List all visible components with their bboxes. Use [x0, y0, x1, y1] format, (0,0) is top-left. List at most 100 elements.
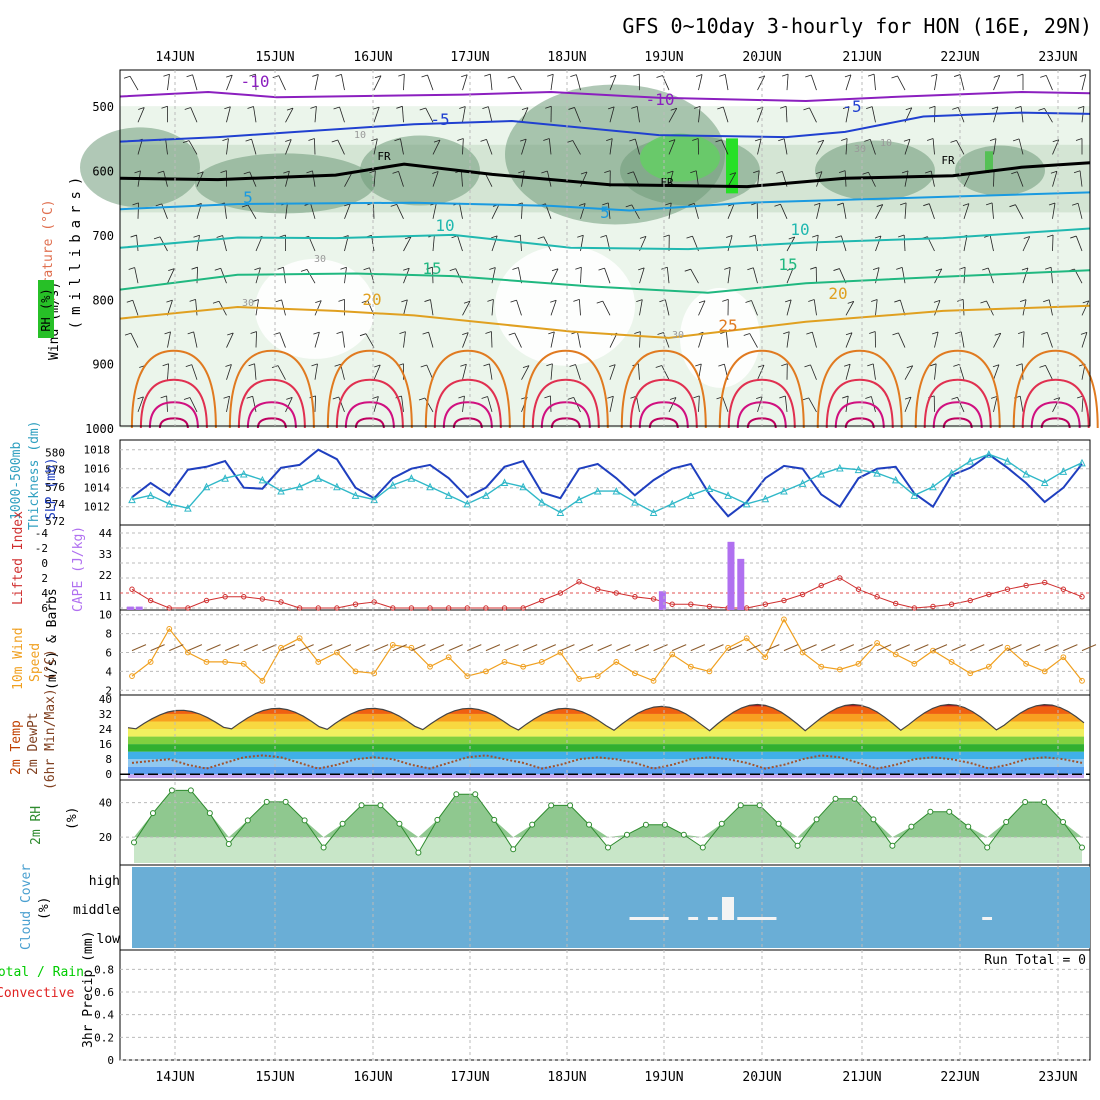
lifted-point [147, 597, 154, 604]
temp-tick-3: 24 [99, 723, 113, 736]
wind-barb [639, 299, 643, 316]
wind-barb-flag [925, 170, 932, 174]
thickness-point [165, 499, 174, 508]
wind-barb [956, 140, 965, 155]
rh-label-4: 30 [242, 298, 254, 309]
rh-point [131, 839, 137, 846]
wind-point [967, 670, 974, 677]
cape-bar-2 [658, 591, 666, 610]
wind-barb-flag [462, 332, 469, 335]
thickness-point [891, 475, 900, 484]
wind-barb-flag [686, 235, 693, 239]
wind-barb [757, 364, 765, 380]
wind-barb [521, 107, 529, 123]
wind-barb [134, 267, 139, 284]
wind-barb-10m [1081, 644, 1097, 652]
wind-barb [875, 299, 878, 316]
isotherm-label-9: 15 [778, 255, 797, 274]
wind-barb-flag [132, 202, 139, 206]
wind-barb-flag [545, 105, 552, 109]
wind-barb-flag [128, 267, 135, 270]
wind-barb-flag [842, 395, 849, 399]
cloud-segment-0 [629, 917, 669, 920]
wind-barb [195, 299, 198, 316]
wind-barb [491, 299, 494, 316]
lifted-point [1042, 579, 1048, 586]
wind-barb [314, 332, 320, 348]
wind-barb [460, 170, 463, 187]
wind-barb-flag [394, 138, 401, 142]
wind-barb-flag [463, 300, 471, 304]
temp-cell-7-0 [816, 349, 903, 429]
wind-barb-flag [1013, 138, 1020, 142]
wind-barb [226, 364, 232, 380]
bottom-date-8: 22JUN [940, 1070, 979, 1085]
wind-barb-10m [1063, 644, 1078, 652]
wind-point [483, 668, 489, 675]
wind-point [538, 659, 545, 665]
thickness-point [836, 463, 844, 472]
wind-barb [724, 74, 729, 91]
lifted-point [855, 586, 862, 592]
wind-barb-flag [786, 267, 794, 271]
wind-barb-flag [663, 234, 670, 238]
wind-barb-flag [665, 202, 672, 206]
rh-point [415, 849, 422, 856]
cape-bar-0 [126, 606, 134, 610]
wind-barb [986, 300, 994, 316]
wind-barb-flag [901, 170, 909, 174]
lifted-point [799, 591, 806, 598]
wind-barb [193, 331, 198, 348]
wind-barb-flag [955, 331, 962, 335]
bottom-date-9: 23JUN [1038, 1070, 1077, 1085]
wind-barb-flag [781, 73, 789, 77]
wind-barb-flag [460, 363, 467, 367]
temp-line [127, 703, 1085, 732]
rh-point [263, 798, 270, 805]
wind-barb-flag [962, 203, 970, 206]
dry-pocket-0 [255, 258, 375, 359]
wind-barb [575, 74, 581, 91]
wind-barb [785, 106, 788, 123]
lifted-point [185, 605, 191, 611]
panel-frame-7 [119, 949, 1091, 1061]
wind-barb-flag [994, 332, 1001, 336]
thickness-point [500, 478, 509, 486]
wind-barb [521, 139, 527, 155]
wind-barb-10m [802, 644, 817, 652]
wind-barb [432, 171, 439, 187]
wind-barb-flag [403, 267, 410, 271]
rh-point [946, 808, 953, 815]
wind-barb-flag [749, 234, 756, 238]
wind-point [687, 663, 694, 670]
rh-point [434, 816, 441, 823]
wind-barb [934, 300, 941, 316]
wind-point [259, 677, 266, 684]
wind-barb-10m [858, 644, 873, 652]
wind-barb [993, 138, 997, 155]
wind-barb [339, 106, 345, 123]
p8-total-label: Total / Rain [0, 965, 84, 980]
wind-barb-flag [1075, 138, 1083, 141]
temp-band-4 [128, 744, 1084, 752]
wind-barb-flag [185, 364, 192, 367]
thickness-point [333, 482, 341, 491]
rh-point [908, 823, 915, 830]
wind-barb [550, 363, 553, 380]
wind-barb-flag [183, 397, 191, 400]
wind-barb [845, 364, 851, 380]
wind-barb [344, 172, 353, 187]
thickness-point [966, 456, 975, 465]
wind-barb [486, 139, 493, 155]
wind-point [1023, 660, 1030, 667]
wind-barb-10m [653, 644, 668, 652]
wind-barb-flag [308, 138, 315, 141]
wind-point [352, 668, 359, 675]
wind-tick-1: 4 [105, 665, 112, 678]
wind-barb-flag [989, 138, 997, 142]
wind-barb [960, 331, 965, 348]
rh-label-3: 30 [314, 254, 326, 265]
wind-barb-flag [779, 395, 786, 399]
thickness-point [910, 491, 919, 499]
thickness-point [128, 495, 136, 504]
